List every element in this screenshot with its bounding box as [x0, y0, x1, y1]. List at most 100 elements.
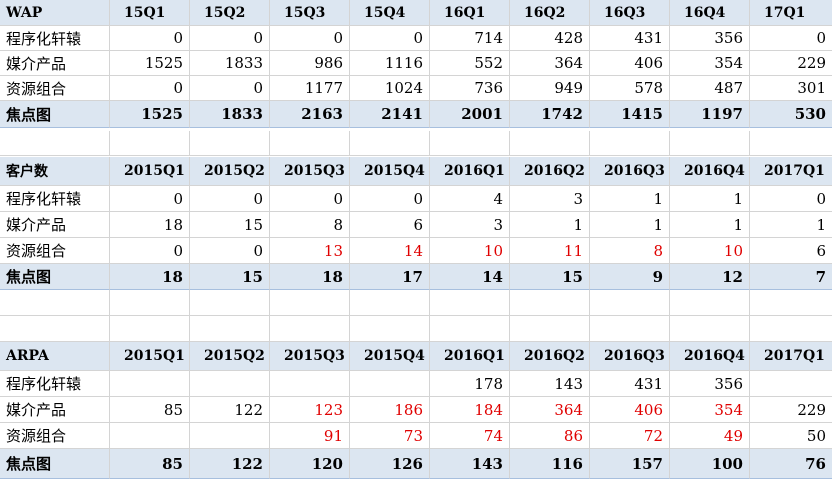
table-cell[interactable]: 186: [350, 397, 430, 423]
table-cell[interactable]: [750, 371, 832, 397]
table-cell[interactable]: 364: [510, 51, 590, 76]
row-label[interactable]: 程序化轩辕: [0, 26, 110, 51]
row-label[interactable]: 程序化轩辕: [0, 371, 110, 397]
total-cell[interactable]: 1525: [110, 101, 190, 128]
total-cell[interactable]: 1833: [190, 101, 270, 128]
table-cell[interactable]: 1: [750, 212, 832, 238]
table-cell[interactable]: 10: [430, 238, 510, 264]
column-header[interactable]: 2016Q3: [590, 342, 670, 371]
empty-cell[interactable]: [590, 316, 670, 342]
total-label[interactable]: 焦点图: [0, 264, 110, 290]
table-cell[interactable]: 428: [510, 26, 590, 51]
table-cell[interactable]: 1: [670, 186, 750, 212]
table-cell[interactable]: 1833: [190, 51, 270, 76]
table-cell[interactable]: 0: [190, 186, 270, 212]
table-cell[interactable]: [190, 423, 270, 449]
total-cell[interactable]: 7: [750, 264, 832, 290]
empty-cell[interactable]: [350, 290, 430, 316]
table-cell[interactable]: 431: [590, 371, 670, 397]
table-cell[interactable]: 1116: [350, 51, 430, 76]
table-cell[interactable]: 356: [670, 371, 750, 397]
table-cell[interactable]: 229: [750, 51, 832, 76]
table-cell[interactable]: 91: [270, 423, 350, 449]
table-cell[interactable]: 0: [190, 238, 270, 264]
row-label[interactable]: 媒介产品: [0, 397, 110, 423]
column-header[interactable]: 2015Q4: [350, 157, 430, 186]
empty-cell[interactable]: [0, 131, 110, 156]
table-cell[interactable]: 0: [190, 26, 270, 51]
empty-cell[interactable]: [590, 290, 670, 316]
empty-cell[interactable]: [110, 290, 190, 316]
total-cell[interactable]: 1742: [510, 101, 590, 128]
total-cell[interactable]: 18: [110, 264, 190, 290]
table-cell[interactable]: 0: [110, 76, 190, 101]
table-cell[interactable]: 10: [670, 238, 750, 264]
column-header[interactable]: 2015Q1: [110, 342, 190, 371]
table-cell[interactable]: 0: [270, 186, 350, 212]
total-cell[interactable]: 122: [190, 449, 270, 479]
table-cell[interactable]: [190, 371, 270, 397]
table-cell[interactable]: 4: [430, 186, 510, 212]
empty-cell[interactable]: [430, 316, 510, 342]
total-cell[interactable]: 100: [670, 449, 750, 479]
table-cell[interactable]: 50: [750, 423, 832, 449]
table-cell[interactable]: [110, 423, 190, 449]
table-cell[interactable]: 0: [350, 186, 430, 212]
table-cell[interactable]: 74: [430, 423, 510, 449]
column-header[interactable]: 2016Q2: [510, 157, 590, 186]
total-label[interactable]: 焦点图: [0, 449, 110, 479]
total-cell[interactable]: 120: [270, 449, 350, 479]
table-cell[interactable]: 6: [750, 238, 832, 264]
column-header[interactable]: 16Q2: [510, 0, 590, 26]
table-cell[interactable]: 406: [590, 51, 670, 76]
table-cell[interactable]: 406: [590, 397, 670, 423]
total-cell[interactable]: 530: [750, 101, 832, 128]
table-cell[interactable]: 8: [590, 238, 670, 264]
table-cell[interactable]: 0: [350, 26, 430, 51]
table-cell[interactable]: 949: [510, 76, 590, 101]
table-cell[interactable]: 714: [430, 26, 510, 51]
total-cell[interactable]: 15: [190, 264, 270, 290]
total-cell[interactable]: 12: [670, 264, 750, 290]
table-cell[interactable]: 11: [510, 238, 590, 264]
table-cell[interactable]: 578: [590, 76, 670, 101]
column-header[interactable]: 2016Q1: [430, 157, 510, 186]
total-cell[interactable]: 126: [350, 449, 430, 479]
table-cell[interactable]: 1: [670, 212, 750, 238]
table-cell[interactable]: 356: [670, 26, 750, 51]
row-label[interactable]: 媒介产品: [0, 51, 110, 76]
column-header[interactable]: 2016Q3: [590, 157, 670, 186]
empty-cell[interactable]: [190, 316, 270, 342]
table-cell[interactable]: 354: [670, 51, 750, 76]
table-cell[interactable]: 143: [510, 371, 590, 397]
table-cell[interactable]: 86: [510, 423, 590, 449]
table-cell[interactable]: [110, 371, 190, 397]
table-cell[interactable]: [270, 371, 350, 397]
total-cell[interactable]: 17: [350, 264, 430, 290]
empty-cell[interactable]: [430, 290, 510, 316]
empty-cell[interactable]: [670, 290, 750, 316]
section-title[interactable]: ARPA: [0, 342, 110, 371]
table-cell[interactable]: 14: [350, 238, 430, 264]
table-cell[interactable]: 364: [510, 397, 590, 423]
table-cell[interactable]: 184: [430, 397, 510, 423]
row-label[interactable]: 程序化轩辕: [0, 186, 110, 212]
table-cell[interactable]: 1024: [350, 76, 430, 101]
column-header[interactable]: 2016Q2: [510, 342, 590, 371]
column-header[interactable]: 2017Q1: [750, 157, 832, 186]
table-cell[interactable]: 736: [430, 76, 510, 101]
total-cell[interactable]: 18: [270, 264, 350, 290]
empty-cell[interactable]: [510, 131, 590, 156]
column-header[interactable]: 2015Q4: [350, 342, 430, 371]
empty-cell[interactable]: [270, 316, 350, 342]
column-header[interactable]: 15Q1: [110, 0, 190, 26]
column-header[interactable]: 2015Q2: [190, 157, 270, 186]
table-cell[interactable]: 0: [110, 238, 190, 264]
total-cell[interactable]: 9: [590, 264, 670, 290]
row-label[interactable]: 媒介产品: [0, 212, 110, 238]
table-cell[interactable]: 0: [750, 26, 832, 51]
empty-cell[interactable]: [350, 131, 430, 156]
table-cell[interactable]: 6: [350, 212, 430, 238]
row-label[interactable]: 资源组合: [0, 76, 110, 101]
total-cell[interactable]: 1415: [590, 101, 670, 128]
